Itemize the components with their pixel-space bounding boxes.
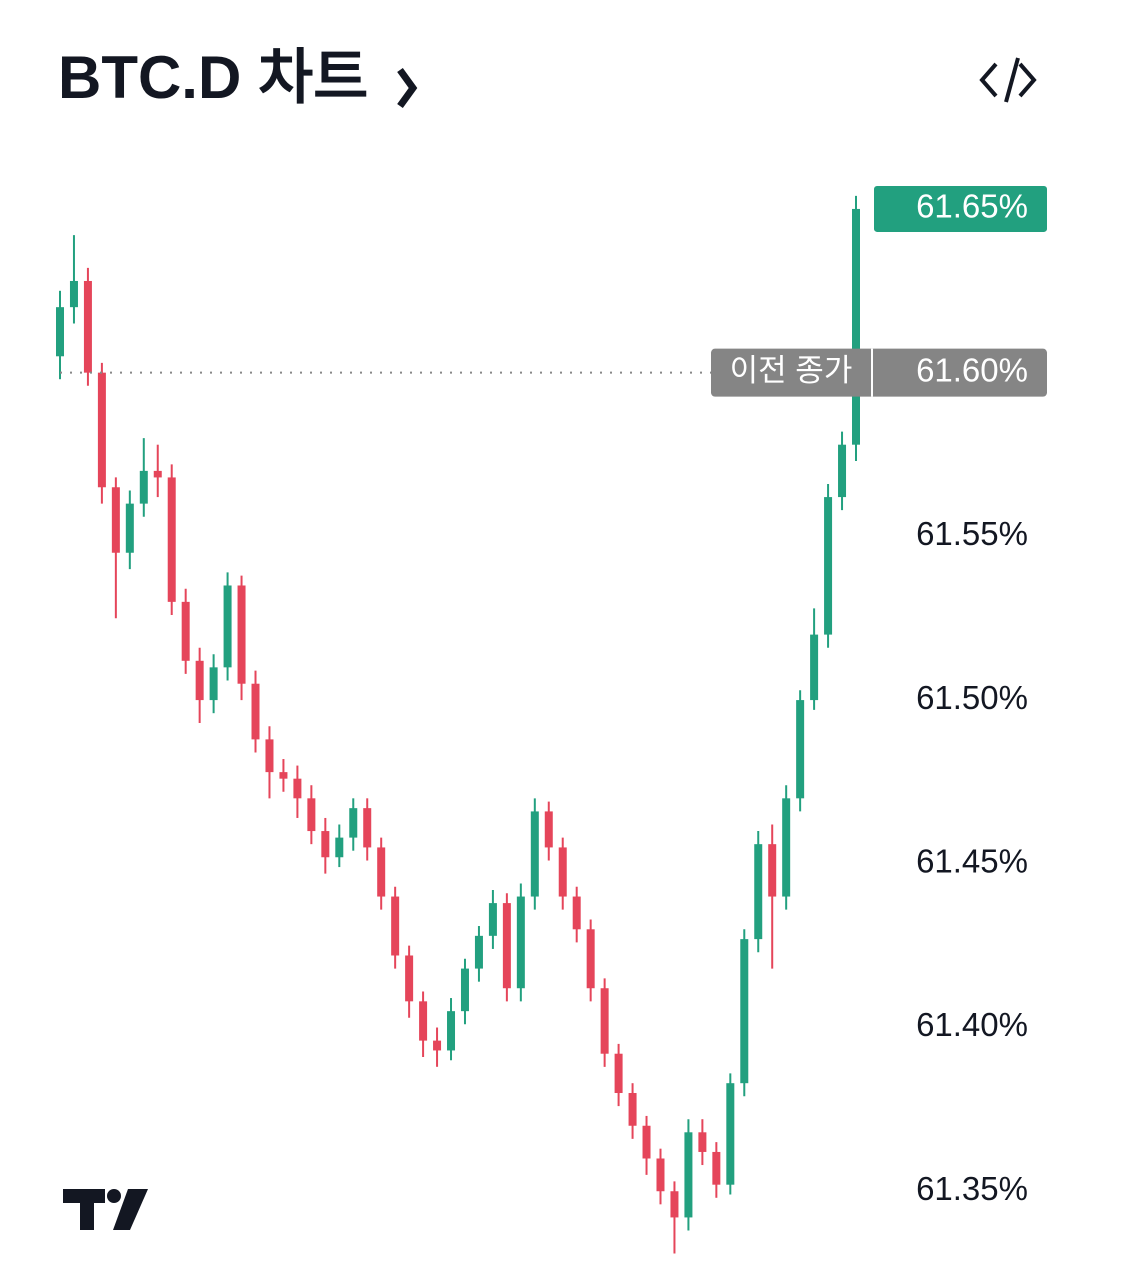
candle-body bbox=[349, 808, 358, 838]
candle-body bbox=[796, 700, 805, 799]
candle-body bbox=[670, 1191, 679, 1218]
candle-body bbox=[167, 477, 176, 602]
candle-body bbox=[419, 1001, 428, 1041]
candle-body bbox=[656, 1158, 665, 1192]
candle-body bbox=[83, 280, 92, 373]
candle-body bbox=[544, 811, 553, 848]
candle-body bbox=[209, 667, 218, 701]
candle-body bbox=[321, 831, 330, 858]
candle-body bbox=[488, 903, 497, 936]
candle-body bbox=[251, 683, 260, 740]
candle-body bbox=[237, 585, 246, 684]
candle-body bbox=[614, 1053, 623, 1094]
candle-body bbox=[460, 968, 469, 1012]
candle-body bbox=[363, 808, 372, 848]
candle-body bbox=[768, 844, 777, 897]
candle-body bbox=[377, 847, 386, 897]
candle-body bbox=[474, 935, 483, 969]
candle-body bbox=[572, 896, 581, 930]
candle-body bbox=[628, 1093, 637, 1126]
last-price-label: 61.65% bbox=[916, 188, 1028, 225]
tradingview-logo bbox=[63, 1189, 148, 1230]
candle-body bbox=[586, 929, 595, 989]
candle-body bbox=[125, 503, 134, 553]
candle-body bbox=[293, 778, 302, 799]
candle-body bbox=[307, 798, 316, 832]
candle-body bbox=[712, 1151, 721, 1185]
candle-body bbox=[97, 372, 106, 488]
candle-body bbox=[405, 955, 414, 1002]
y-tick-label: 61.55% bbox=[916, 515, 1028, 552]
candle-body bbox=[600, 988, 609, 1054]
candle-body bbox=[56, 307, 64, 357]
candle-body bbox=[111, 487, 120, 553]
candle-body bbox=[69, 280, 78, 308]
candle-body bbox=[433, 1040, 442, 1051]
candle-body bbox=[782, 798, 791, 897]
candle-body bbox=[335, 837, 344, 858]
candle-body bbox=[740, 939, 749, 1084]
previous-close-tag bbox=[711, 348, 1047, 397]
candle-body bbox=[181, 601, 190, 661]
candle-body bbox=[838, 444, 847, 498]
previous-close-caption: 이전 종가 bbox=[730, 353, 853, 388]
candle-body bbox=[502, 903, 511, 989]
candle-body bbox=[558, 847, 567, 897]
candle-body bbox=[516, 896, 525, 989]
candle-body bbox=[195, 660, 204, 701]
candle-body bbox=[153, 470, 162, 478]
previous-close-label: 61.60% bbox=[916, 351, 1028, 388]
candle-body bbox=[530, 811, 539, 897]
y-tick-label: 61.50% bbox=[916, 679, 1028, 716]
embed-icon[interactable] bbox=[979, 57, 1037, 103]
candle-body bbox=[810, 634, 819, 701]
last-price-tag bbox=[874, 185, 1047, 232]
candle-body bbox=[139, 470, 148, 504]
candle-body bbox=[642, 1125, 651, 1159]
title-chevron[interactable] bbox=[397, 67, 418, 109]
candle-body bbox=[754, 844, 763, 940]
plot-area: 61.35% 61.40% 61.45% 61.50% 61.55% 이전 종가 61.60… bbox=[56, 185, 1047, 1254]
y-tick-label: 61.45% bbox=[916, 843, 1028, 880]
candle-body bbox=[391, 896, 400, 956]
chart-title[interactable]: BTC.D 차트 bbox=[58, 44, 368, 111]
candle-body bbox=[684, 1132, 693, 1218]
candle-body bbox=[279, 772, 288, 779]
candle-body bbox=[447, 1011, 456, 1051]
candle-body bbox=[698, 1132, 707, 1152]
candle-body bbox=[265, 739, 274, 773]
candle-body bbox=[726, 1083, 735, 1185]
candle-body bbox=[824, 497, 833, 635]
candle-body bbox=[223, 585, 232, 668]
y-tick-label: 61.35% bbox=[916, 1170, 1028, 1207]
candle-body bbox=[852, 208, 860, 445]
y-tick-label: 61.40% bbox=[916, 1006, 1028, 1043]
